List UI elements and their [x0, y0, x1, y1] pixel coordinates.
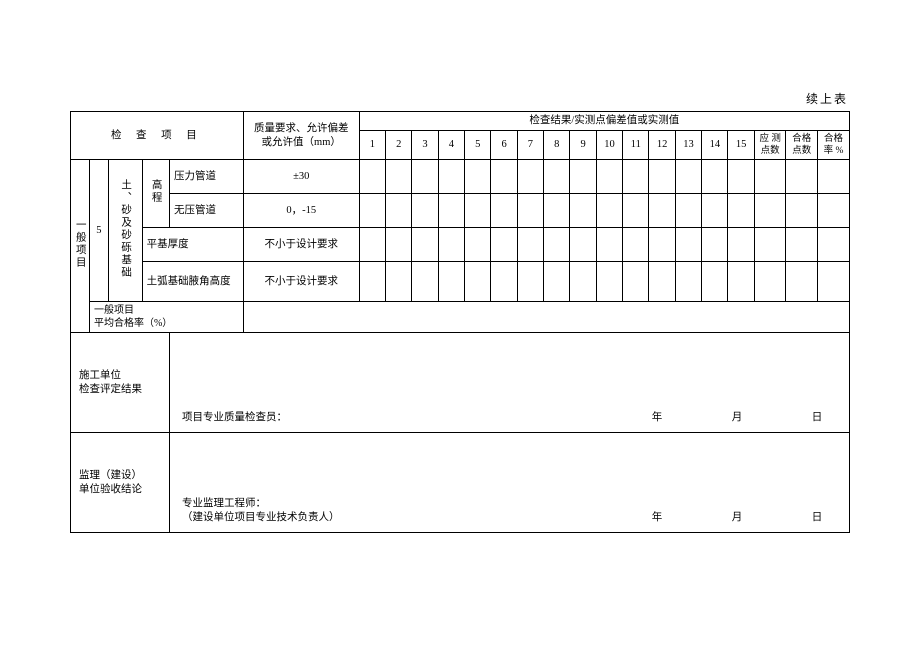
col-12: 12 — [649, 130, 675, 160]
col-11: 11 — [623, 130, 649, 160]
sig2-body: 专业监理工程师： （建设单位项目专业技术负责人） 年月日 — [170, 433, 850, 533]
col-1: 1 — [359, 130, 385, 160]
col-should: 应 测 点数 — [754, 130, 786, 160]
r2-req: 0，-15 — [243, 194, 359, 228]
hdr-results: 检查结果/实测点偏差值或实测值 — [359, 112, 849, 131]
r2-label: 无压管道 — [170, 194, 244, 228]
sig1-label: 施工单位 检查评定结果 — [71, 333, 170, 433]
hdr-inspect-item: 检 查 项 目 — [71, 112, 244, 160]
material: 土、砂及砂砾基础 — [108, 160, 142, 302]
avg-label: 一般项目 平均合格率（%） — [89, 302, 243, 333]
col-9: 9 — [570, 130, 596, 160]
avg-value — [243, 302, 849, 333]
continue-label: 续上表 — [70, 90, 850, 107]
col-7: 7 — [517, 130, 543, 160]
col-14: 14 — [702, 130, 728, 160]
group-elev: 高程 — [142, 160, 169, 228]
hdr-quality-req: 质量要求、允许偏差 或允许值（mm） — [243, 112, 359, 160]
col-13: 13 — [675, 130, 701, 160]
col-passrate: 合格 率 % — [818, 130, 850, 160]
col-3: 3 — [412, 130, 438, 160]
inspection-table: 检 查 项 目 质量要求、允许偏差 或允许值（mm） 检查结果/实测点偏差值或实… — [70, 111, 850, 533]
col-2: 2 — [386, 130, 412, 160]
col-15: 15 — [728, 130, 754, 160]
row-num: 5 — [89, 160, 108, 302]
r4-label: 土弧基础腋角高度 — [142, 262, 243, 302]
col-6: 6 — [491, 130, 517, 160]
sig2-date: 年月日 — [597, 511, 837, 525]
col-4: 4 — [438, 130, 464, 160]
sig2-label: 监理（建设） 单位验收结论 — [71, 433, 170, 533]
sig2-role: 专业监理工程师： （建设单位项目专业技术负责人） — [182, 497, 340, 524]
r3-label: 平基厚度 — [142, 228, 243, 262]
sig1-date: 年月日 — [597, 411, 837, 425]
col-passcount: 合格 点数 — [786, 130, 818, 160]
col-8: 8 — [544, 130, 570, 160]
r1-req: ±30 — [243, 160, 359, 194]
r3-req: 不小于设计要求 — [243, 228, 359, 262]
col-5: 5 — [465, 130, 491, 160]
sig1-body: 项目专业质量检查员： 年月日 — [170, 333, 850, 433]
sig1-role: 项目专业质量检查员： — [182, 411, 287, 425]
category-cell: 一般项目 — [71, 160, 90, 333]
col-10: 10 — [596, 130, 622, 160]
r1-label: 压力管道 — [170, 160, 244, 194]
r4-req: 不小于设计要求 — [243, 262, 359, 302]
